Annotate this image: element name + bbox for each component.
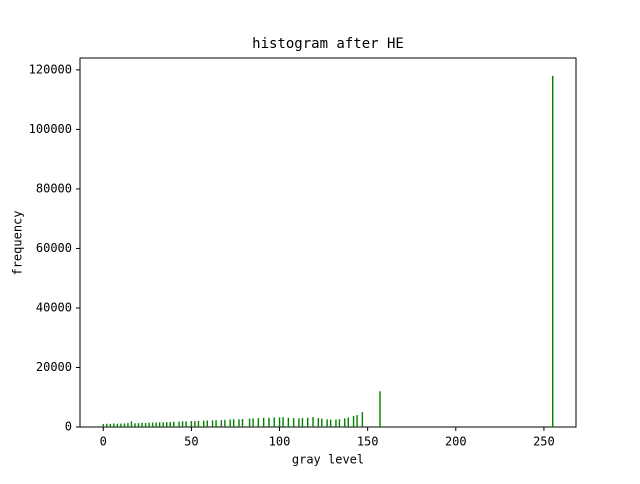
bar	[109, 423, 112, 427]
x-tick-label: 250	[533, 435, 555, 449]
y-tick-label: 80000	[36, 181, 72, 195]
bar	[552, 75, 554, 428]
bar	[262, 417, 265, 427]
chart-title: histogram after HE	[252, 36, 404, 52]
y-tick-label: 120000	[29, 62, 72, 76]
bar	[137, 423, 140, 427]
bar	[162, 422, 164, 427]
bar	[134, 423, 136, 427]
y-axis-label: frequency	[11, 210, 25, 275]
bar	[321, 418, 323, 427]
bar	[232, 419, 235, 427]
bar	[301, 418, 304, 427]
bar	[329, 419, 332, 427]
bar	[278, 417, 281, 427]
bar	[113, 423, 115, 427]
bar	[344, 418, 346, 427]
x-tick-label: 0	[100, 435, 107, 449]
bar	[123, 423, 126, 427]
bar	[206, 420, 208, 427]
bar	[116, 423, 119, 427]
bar	[178, 421, 180, 427]
x-tick-label: 200	[445, 435, 467, 449]
bar	[347, 417, 349, 427]
bar	[298, 418, 300, 427]
bar	[268, 417, 270, 427]
x-tick-label: 150	[357, 435, 379, 449]
bar	[148, 422, 150, 427]
bar	[211, 420, 214, 427]
bar	[197, 420, 200, 427]
bar	[287, 417, 290, 427]
bar	[252, 418, 254, 427]
bar	[356, 415, 358, 427]
bar	[229, 419, 231, 427]
y-tick-label: 20000	[36, 360, 72, 374]
bar	[220, 420, 223, 427]
bar	[352, 415, 355, 427]
bar	[185, 421, 187, 427]
bar	[141, 422, 143, 427]
bar	[241, 418, 244, 427]
plot-frame	[79, 57, 577, 428]
bar	[307, 417, 309, 427]
y-tick-label: 60000	[36, 241, 72, 255]
bar	[257, 418, 260, 427]
bar	[312, 417, 314, 427]
bar	[130, 421, 133, 427]
bar	[173, 421, 175, 427]
bar	[379, 391, 381, 427]
bar	[102, 424, 104, 427]
bar	[158, 422, 161, 427]
bar	[166, 422, 168, 427]
bar	[190, 421, 193, 427]
bar	[326, 419, 328, 427]
bar	[169, 421, 171, 427]
bar	[181, 421, 184, 427]
bar	[335, 419, 337, 427]
x-tick-label: 50	[184, 435, 198, 449]
bar	[282, 417, 284, 427]
bar	[238, 419, 240, 427]
bar	[248, 418, 251, 427]
bar	[338, 419, 341, 427]
bar	[144, 422, 147, 427]
x-axis-label: gray level	[292, 453, 364, 467]
bar	[203, 420, 205, 427]
bar	[106, 423, 108, 427]
bar	[127, 423, 129, 427]
y-tick-label: 40000	[36, 300, 72, 314]
bar	[120, 423, 122, 427]
bar	[273, 417, 275, 427]
bar	[317, 418, 320, 427]
bar	[215, 420, 217, 427]
bar	[151, 422, 154, 427]
bar	[224, 419, 226, 427]
bar	[155, 422, 157, 427]
y-tick-label: 100000	[29, 122, 72, 136]
bar	[194, 421, 196, 427]
x-tick-label: 100	[269, 435, 291, 449]
bar	[292, 418, 295, 427]
y-tick-label: 0	[65, 420, 72, 434]
bar	[361, 412, 364, 427]
